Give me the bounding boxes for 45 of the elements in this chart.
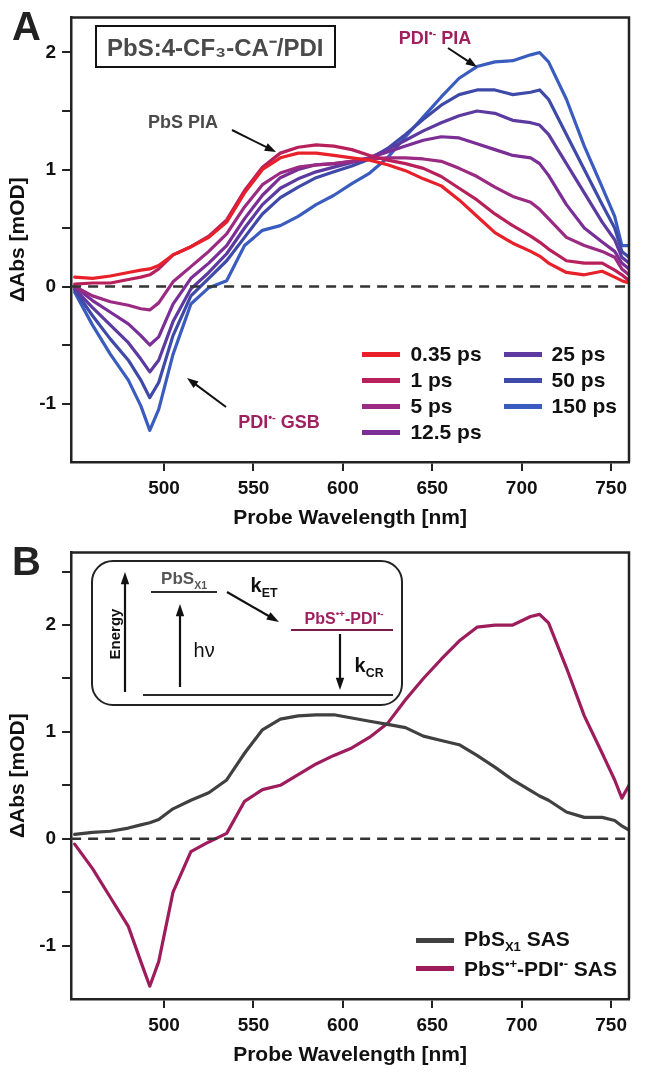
y-tick-label: 0 bbox=[45, 826, 57, 848]
text: B bbox=[12, 539, 41, 584]
x-tick-label: 600 bbox=[327, 476, 359, 498]
legend-label: 0.35 ps bbox=[410, 342, 482, 366]
legend-label: 150 ps bbox=[551, 394, 617, 418]
x-tick-label: 700 bbox=[505, 476, 538, 498]
x-tick-label: 500 bbox=[148, 1013, 180, 1035]
y-tick-label: -1 bbox=[39, 933, 57, 955]
annotation: k$_{ET}$ bbox=[250, 574, 278, 601]
legend-label: PbS$^{•+}$-PDI$^{•-}$ SAS bbox=[464, 956, 617, 981]
legend-label: 25 ps bbox=[551, 342, 606, 366]
y-axis-title: ΔAbs [mOD] bbox=[5, 177, 29, 303]
annotation: k$_{CR}$ bbox=[354, 654, 384, 681]
x-tick-label: 600 bbox=[327, 1013, 359, 1035]
annotation: PDI$^{•-}$ GSB bbox=[238, 411, 320, 433]
y-tick-label: 1 bbox=[45, 157, 57, 179]
x-axis-title: Probe Wavelength [nm] bbox=[233, 1042, 467, 1066]
x-axis-title: Probe Wavelength [nm] bbox=[233, 505, 467, 529]
x-tick-label: 650 bbox=[416, 476, 449, 498]
legend-label: 5 ps bbox=[410, 394, 453, 418]
legend-label: 50 ps bbox=[551, 368, 606, 392]
annotation: PbS$^{•+}$-PDI$^{•-}$ bbox=[304, 608, 384, 629]
legend-label: PbS$_{X1}$ SAS bbox=[464, 926, 570, 954]
legend-label: 12.5 ps bbox=[410, 420, 482, 444]
annotation: PbS PIA bbox=[147, 111, 219, 133]
x-tick-label: 750 bbox=[595, 476, 627, 498]
text: A bbox=[12, 4, 41, 49]
x-tick-label: 500 bbox=[148, 476, 180, 498]
x-tick-label: 700 bbox=[505, 1013, 538, 1035]
x-tick-label: 650 bbox=[416, 1013, 449, 1035]
x-tick-label: 550 bbox=[237, 476, 270, 498]
y-tick-label: 1 bbox=[45, 720, 57, 742]
x-tick-label: 550 bbox=[237, 1013, 270, 1035]
text: PbS:4-CF₃-CA⁻/PDI bbox=[95, 25, 336, 69]
y-tick-label: -1 bbox=[39, 391, 57, 413]
annotation: PbS$_{X1}$ bbox=[161, 569, 208, 592]
legend-label: 1 ps bbox=[410, 368, 453, 392]
annotation: Energy bbox=[105, 608, 123, 660]
y-tick-label: 2 bbox=[45, 40, 57, 62]
y-tick-label: 2 bbox=[45, 613, 57, 635]
annotation: PDI$^{•-}$ PIA bbox=[398, 27, 472, 49]
annotation: hν bbox=[193, 638, 215, 662]
y-axis-title: ΔAbs [mOD] bbox=[5, 713, 29, 839]
y-tick-label: 0 bbox=[45, 274, 57, 296]
x-tick-label: 750 bbox=[595, 1013, 627, 1035]
